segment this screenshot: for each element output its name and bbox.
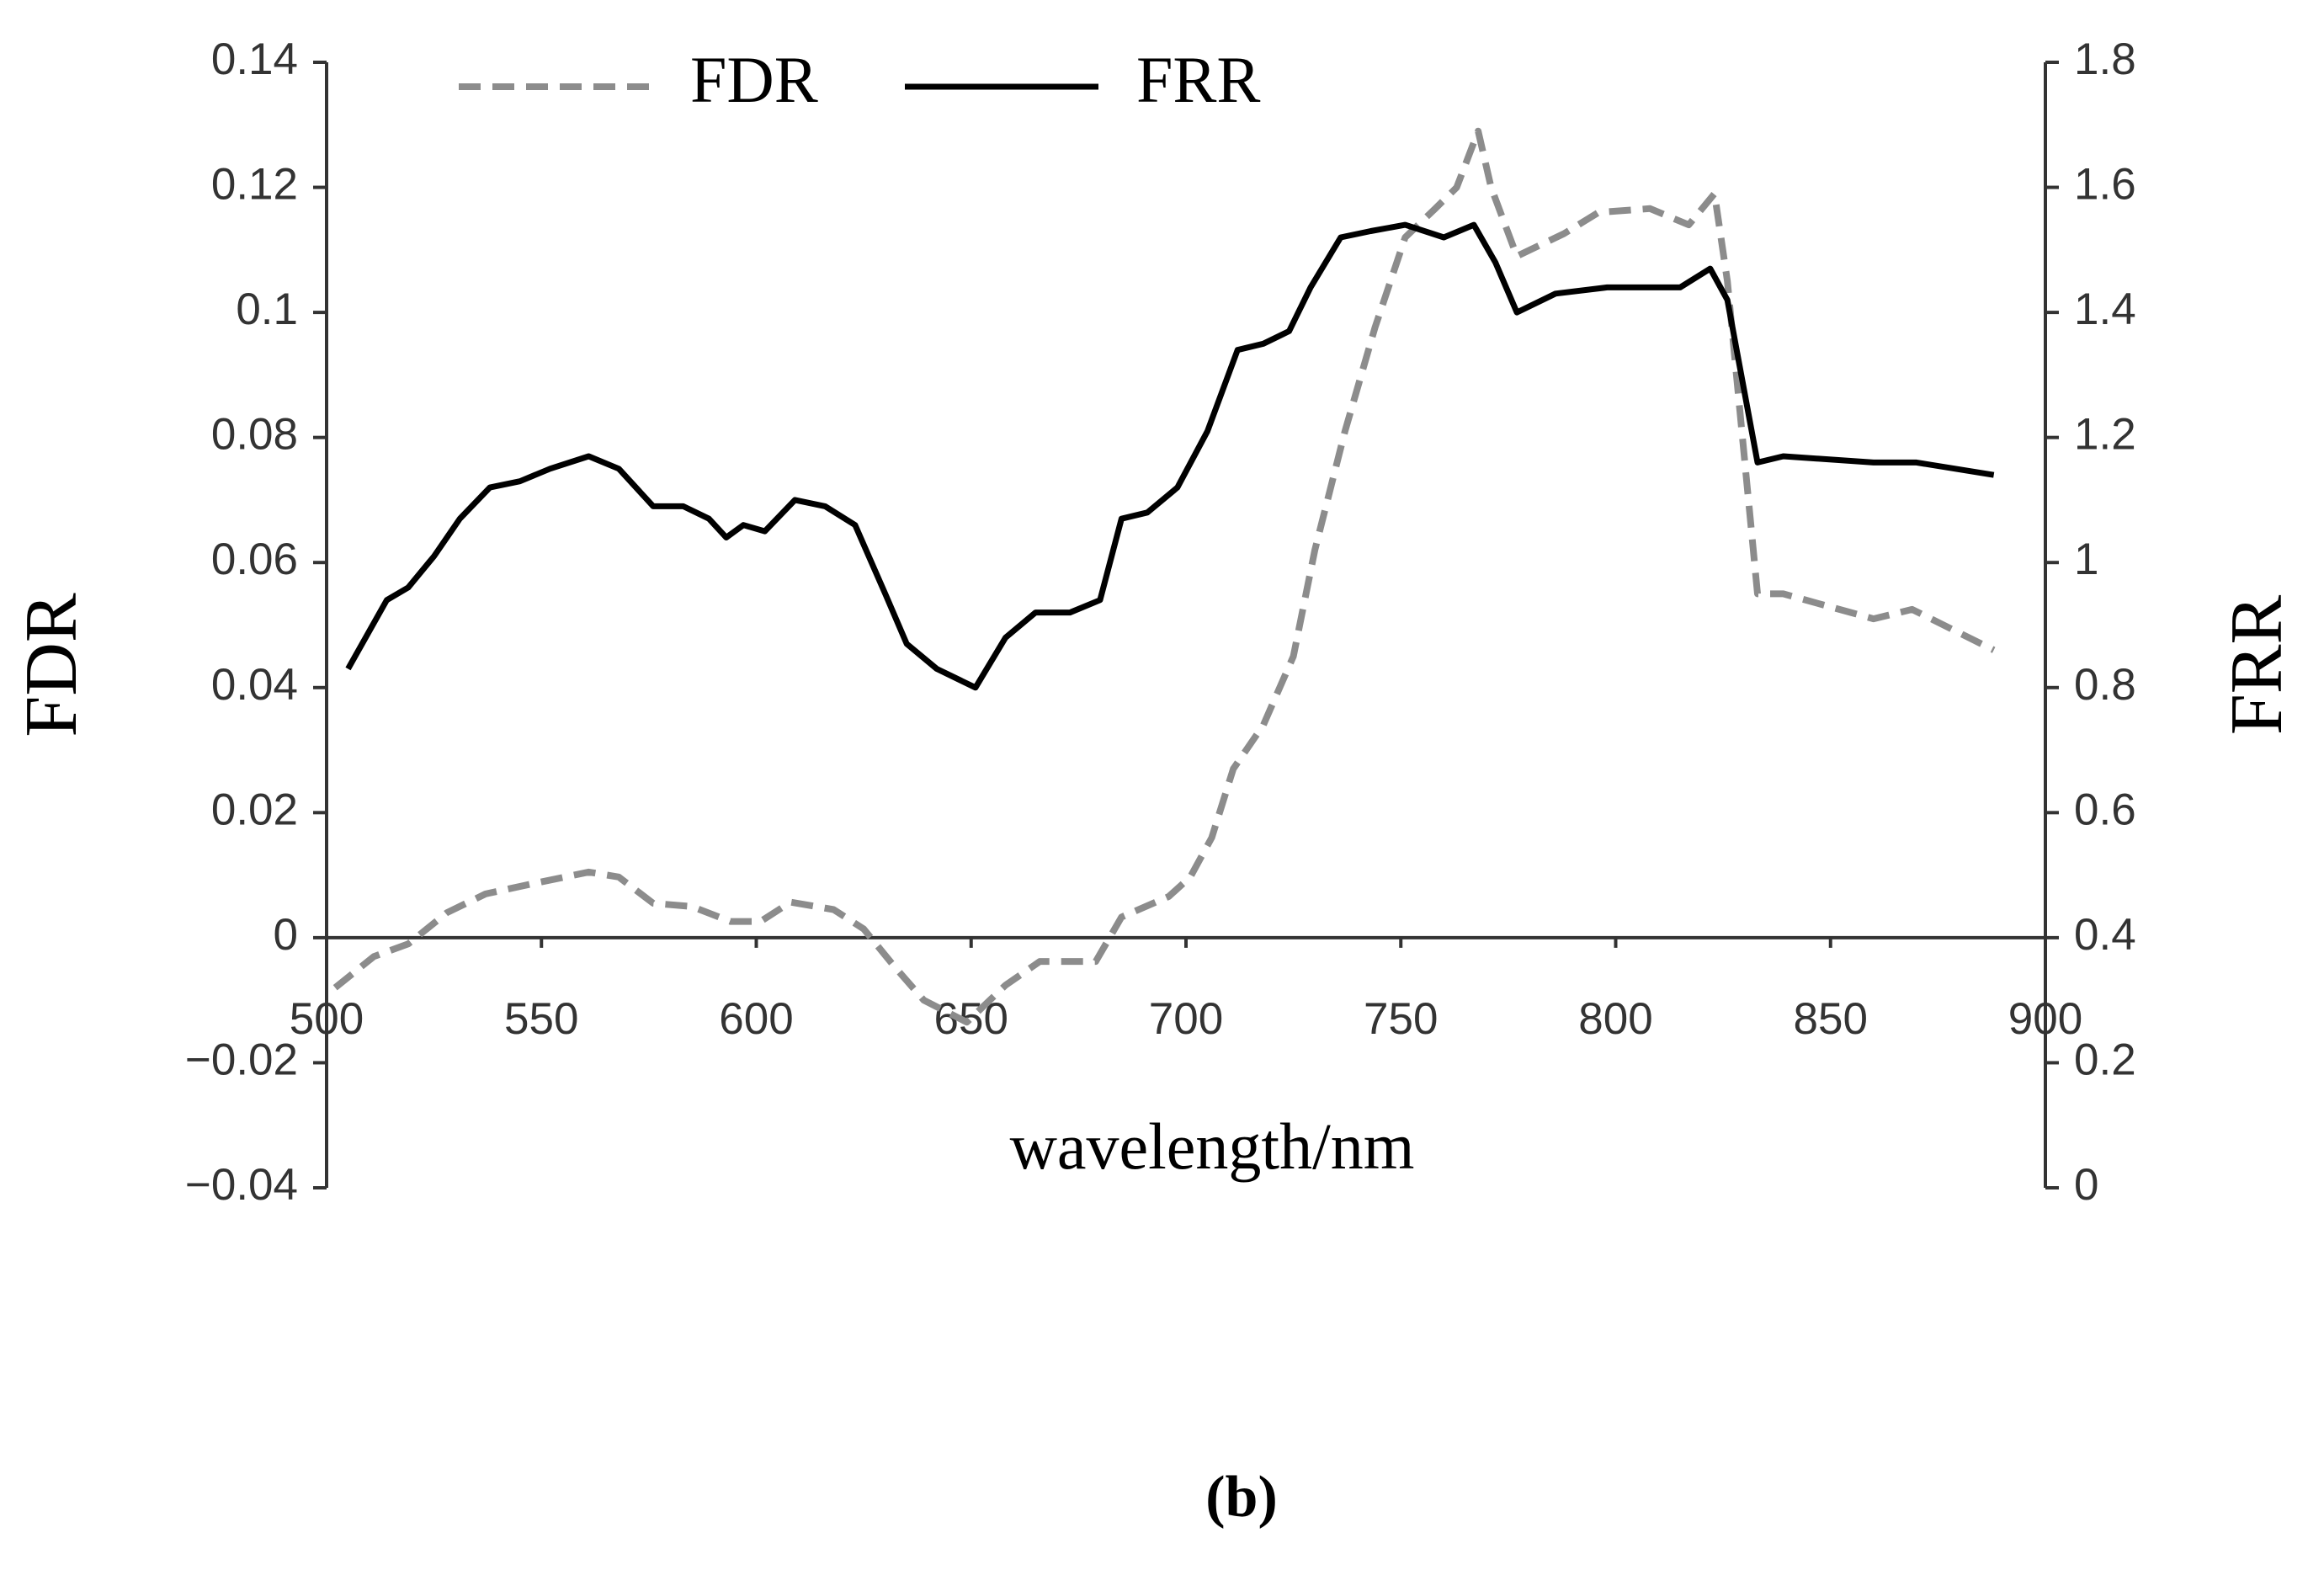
y2-axis-label: FRR <box>2216 595 2298 736</box>
y2-tick-label: 1.8 <box>2074 35 2136 84</box>
y-tick-label: 0.06 <box>211 535 298 584</box>
y2-tick-label: 0.8 <box>2074 660 2136 710</box>
x-tick-label: 750 <box>1364 994 1438 1044</box>
y-tick-label: −0.02 <box>185 1035 298 1084</box>
x-axis-label: wavelength/nm <box>1010 1110 1415 1183</box>
data-line <box>332 127 1996 1026</box>
y2-tick-label: 1 <box>2074 535 2098 584</box>
y-tick-label: 0 <box>274 910 298 960</box>
x-tick-label: 600 <box>719 994 793 1044</box>
y-tick-label: 0.1 <box>236 285 298 334</box>
x-tick-label: 700 <box>1149 994 1223 1044</box>
y-tick-label: −0.04 <box>185 1160 298 1210</box>
y2-tick-label: 1.2 <box>2074 410 2136 460</box>
y2-tick-label: 0.4 <box>2074 910 2136 960</box>
x-tick-label: 550 <box>504 994 578 1044</box>
data-line <box>345 221 1995 691</box>
y-tick-label: 0.14 <box>211 35 298 84</box>
legend-label: FDR <box>690 43 818 116</box>
x-tick-label: 500 <box>290 994 364 1044</box>
y2-tick-label: 1.6 <box>2074 160 2136 210</box>
caption: (b) <box>1205 1465 1278 1530</box>
y2-tick-label: 0 <box>2074 1160 2098 1210</box>
y2-tick-label: 0.2 <box>2074 1035 2136 1084</box>
y2-tick-label: 0.6 <box>2074 785 2136 834</box>
y-tick-label: 0.12 <box>211 160 298 210</box>
x-tick-label: 800 <box>1578 994 1652 1044</box>
x-tick-label: 650 <box>934 994 1008 1044</box>
x-tick-label: 900 <box>2008 994 2082 1044</box>
legend-label: FRR <box>1136 43 1260 116</box>
y-tick-label: 0.08 <box>211 410 298 460</box>
y-axis-label: FDR <box>11 593 93 737</box>
y2-tick-label: 1.4 <box>2074 285 2136 334</box>
y-tick-label: 0.02 <box>211 785 298 834</box>
y-tick-label: 0.04 <box>211 660 298 710</box>
x-tick-label: 850 <box>1794 994 1868 1044</box>
